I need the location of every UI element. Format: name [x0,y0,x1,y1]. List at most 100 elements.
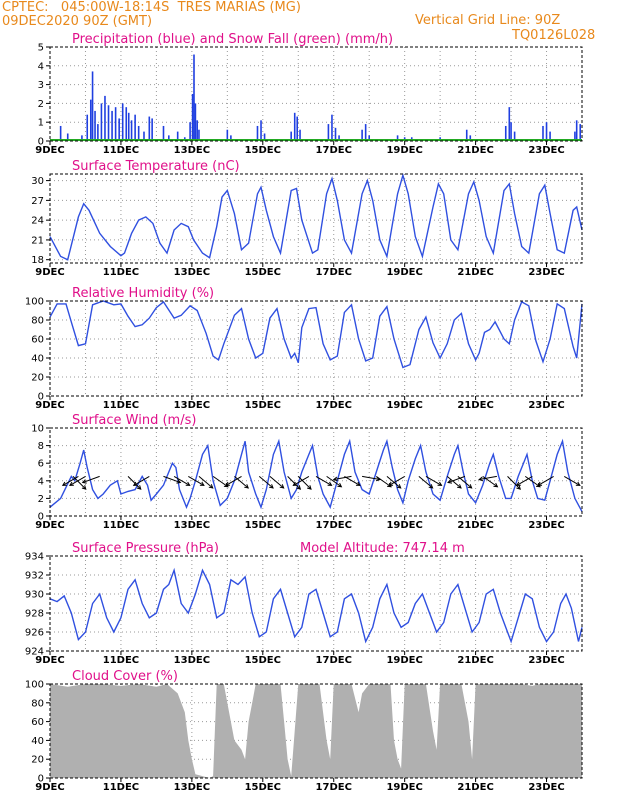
wind-vector [326,475,342,488]
y-tick-label: 1 [38,118,44,129]
panel-subtitle: Model Altitude: 747.14 m [300,541,465,556]
wind-vector [418,476,433,489]
x-tick-label: 13DEC [174,655,210,666]
panel-title: Precipitation (blue) and Snow Fall (gree… [72,32,393,47]
precip-bar [81,135,83,141]
precip-bar [86,114,89,141]
y-tick-label: 27 [31,196,44,207]
panel-2 [46,300,583,400]
precip-bar [94,110,96,141]
wind-vector [479,475,497,481]
wind-vector-head [244,484,250,489]
wind-vector-head [478,476,484,482]
x-tick-label: 13DEC [174,520,210,531]
y-tick-label: 2 [38,494,44,505]
x-tick-label: 23DEC [528,400,564,411]
series-line [49,567,583,644]
x-tick-label: 17DEC [316,782,352,793]
precip-bar [176,131,179,141]
x-tick-label: 9DEC [35,520,64,531]
precip-bar [66,133,69,141]
panel-title: Cloud Cover (%) [72,669,178,684]
wind-vector [234,476,249,489]
x-tick-label: 23DEC [528,267,564,278]
precip-bar [111,110,113,141]
wind-vector [388,475,405,486]
wind-vector-head [355,481,361,486]
x-tick-label: 21DEC [457,782,493,793]
precip-bar [196,120,198,141]
wind-vector [564,475,581,486]
wind-vector [362,475,380,481]
y-tick-label: 0 [38,512,44,523]
precip-bar [469,135,472,141]
y-tick-label: 100 [25,297,44,308]
x-tick-label: 23DEC [528,145,564,156]
wind-vector-head [208,484,214,489]
panel-5 [46,683,583,782]
precip-bar [127,112,130,141]
precip-bar [143,131,145,141]
y-tick-label: 80 [31,316,44,327]
x-tick-label: 17DEC [316,400,352,411]
wind-vector-head [515,481,521,486]
y-tick-label: 60 [31,335,44,346]
series-line [49,300,583,369]
precip-bar [148,116,151,141]
wind-vector [446,476,462,489]
precip-bar [368,135,370,141]
x-tick-label: 9DEC [35,267,64,278]
precip-bar [89,99,92,141]
x-tick-label: 19DEC [386,400,422,411]
x-tick-label: 21DEC [457,145,493,156]
y-tick-label: 2 [38,99,44,110]
wind-vector-head [225,481,230,486]
wind-vector-head [456,484,462,489]
wind-vector [447,475,466,484]
wind-vector-head [575,481,581,486]
precip-bar [327,124,330,141]
panel-frame [49,173,583,264]
precip-bar [168,135,170,141]
x-tick-label: 11DEC [103,400,139,411]
precip-bar [100,103,103,141]
panel-3 [46,427,583,520]
y-tick-label: 4 [38,61,44,72]
wind-vector [163,475,181,484]
wind-vector [524,475,541,488]
wind-vector-head [428,484,434,489]
y-tick-label: 100 [25,680,44,691]
series-line [49,172,583,261]
x-tick-label: 11DEC [103,145,139,156]
precip-bar [114,107,117,141]
y-tick-label: 8 [38,441,44,452]
precip-bar [134,114,136,141]
wind-vector [376,475,392,488]
x-tick-label: 17DEC [316,520,352,531]
x-tick-label: 9DEC [35,145,64,156]
x-tick-label: 19DEC [386,145,422,156]
header-grid-note: Vertical Grid Line: 90Z [415,13,561,28]
wind-vector-head [292,481,298,486]
y-tick-label: 24 [31,216,44,227]
x-tick-label: 21DEC [457,267,493,278]
panel-title: Surface Pressure (hPa) [72,541,219,556]
precip-bar [263,133,266,141]
wind-vector-head [307,485,312,490]
precip-bar [256,125,259,141]
wind-vector [133,475,150,486]
wind-vector-head [296,485,302,490]
wind-vector-head [68,481,74,486]
x-tick-label: 11DEC [103,782,139,793]
panel-title: Surface Temperature (nC) [72,159,240,174]
panel-1 [46,172,583,267]
precip-bar [194,103,197,141]
precip-bar [334,127,337,141]
y-tick-label: 3 [38,80,44,91]
wind-vector [69,475,86,486]
precip-bar [121,103,124,141]
panel-frame [49,427,583,517]
precip-bar [331,114,333,141]
y-tick-label: 60 [31,717,44,728]
